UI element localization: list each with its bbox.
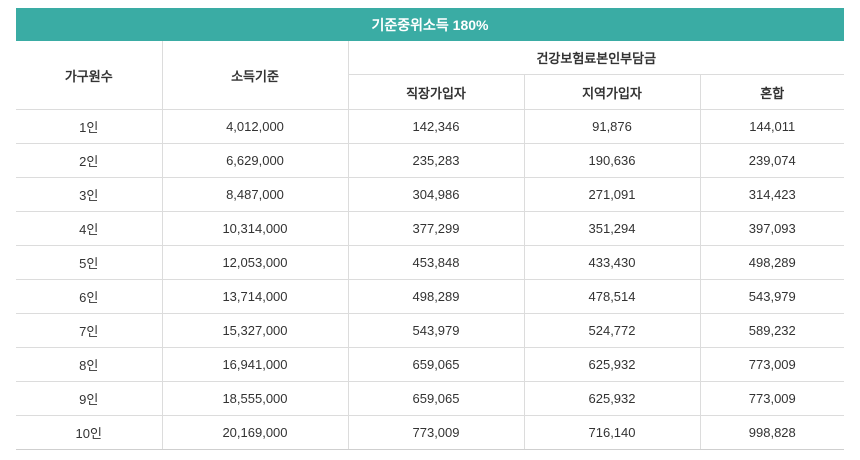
table-row: 10인 20,169,000 773,009 716,140 998,828 [16,415,845,450]
cell-household: 5인 [16,245,163,280]
cell-regional: 190,636 [524,143,701,178]
cell-household: 1인 [16,109,163,144]
cell-household: 10인 [16,415,163,450]
cell-household: 8인 [16,347,163,382]
cell-income: 18,555,000 [162,381,349,416]
table-row: 4인 10,314,000 377,299 351,294 397,093 [16,211,845,246]
table-row: 8인 16,941,000 659,065 625,932 773,009 [16,347,845,382]
cell-income: 8,487,000 [162,177,349,212]
cell-employee: 773,009 [348,415,525,450]
table-title: 기준중위소득 180% [16,8,845,41]
cell-employee: 235,283 [348,143,525,178]
cell-employee: 453,848 [348,245,525,280]
cell-employee: 377,299 [348,211,525,246]
header-household: 가구원수 [16,41,163,110]
cell-household: 6인 [16,279,163,314]
cell-income: 16,941,000 [162,347,349,382]
cell-household: 9인 [16,381,163,416]
cell-regional: 625,932 [524,347,701,382]
cell-regional: 271,091 [524,177,701,212]
cell-income: 10,314,000 [162,211,349,246]
header-mixed: 혼합 [700,74,845,110]
cell-mixed: 543,979 [700,279,845,314]
cell-employee: 142,346 [348,109,525,144]
cell-regional: 91,876 [524,109,701,144]
header-row-1: 가구원수 소득기준 건강보험료본인부담금 [16,41,845,110]
table-row: 1인 4,012,000 142,346 91,876 144,011 [16,109,845,144]
cell-mixed: 144,011 [700,109,845,144]
cell-mixed: 239,074 [700,143,845,178]
header-employee: 직장가입자 [348,74,525,110]
table-row: 3인 8,487,000 304,986 271,091 314,423 [16,177,845,212]
table-row: 2인 6,629,000 235,283 190,636 239,074 [16,143,845,178]
table-row: 7인 15,327,000 543,979 524,772 589,232 [16,313,845,348]
table-title-row: 기준중위소득 180% [16,8,845,41]
cell-mixed: 773,009 [700,347,845,382]
cell-regional: 478,514 [524,279,701,314]
cell-employee: 543,979 [348,313,525,348]
income-premium-table: 기준중위소득 180% 가구원수 소득기준 건강보험료본인부담금 직장가입자 지… [16,8,845,450]
header-income: 소득기준 [162,41,349,110]
table-row: 6인 13,714,000 498,289 478,514 543,979 [16,279,845,314]
cell-regional: 625,932 [524,381,701,416]
cell-mixed: 773,009 [700,381,845,416]
cell-income: 12,053,000 [162,245,349,280]
cell-regional: 716,140 [524,415,701,450]
cell-household: 7인 [16,313,163,348]
cell-regional: 433,430 [524,245,701,280]
cell-mixed: 314,423 [700,177,845,212]
header-row-2: 직장가입자 지역가입자 혼합 [16,74,845,110]
table-row: 9인 18,555,000 659,065 625,932 773,009 [16,381,845,416]
cell-income: 13,714,000 [162,279,349,314]
cell-mixed: 998,828 [700,415,845,450]
cell-income: 6,629,000 [162,143,349,178]
cell-household: 3인 [16,177,163,212]
cell-household: 2인 [16,143,163,178]
cell-mixed: 498,289 [700,245,845,280]
cell-regional: 524,772 [524,313,701,348]
table-body: 1인 4,012,000 142,346 91,876 144,011 2인 6… [16,109,845,450]
cell-employee: 498,289 [348,279,525,314]
header-regional: 지역가입자 [524,74,701,110]
cell-income: 15,327,000 [162,313,349,348]
cell-mixed: 589,232 [700,313,845,348]
header-premium-group: 건강보험료본인부담금 [348,41,845,75]
cell-mixed: 397,093 [700,211,845,246]
income-premium-table-container: 기준중위소득 180% 가구원수 소득기준 건강보험료본인부담금 직장가입자 지… [16,8,845,450]
cell-regional: 351,294 [524,211,701,246]
cell-employee: 659,065 [348,347,525,382]
cell-employee: 659,065 [348,381,525,416]
cell-income: 20,169,000 [162,415,349,450]
table-row: 5인 12,053,000 453,848 433,430 498,289 [16,245,845,280]
cell-income: 4,012,000 [162,109,349,144]
cell-household: 4인 [16,211,163,246]
cell-employee: 304,986 [348,177,525,212]
